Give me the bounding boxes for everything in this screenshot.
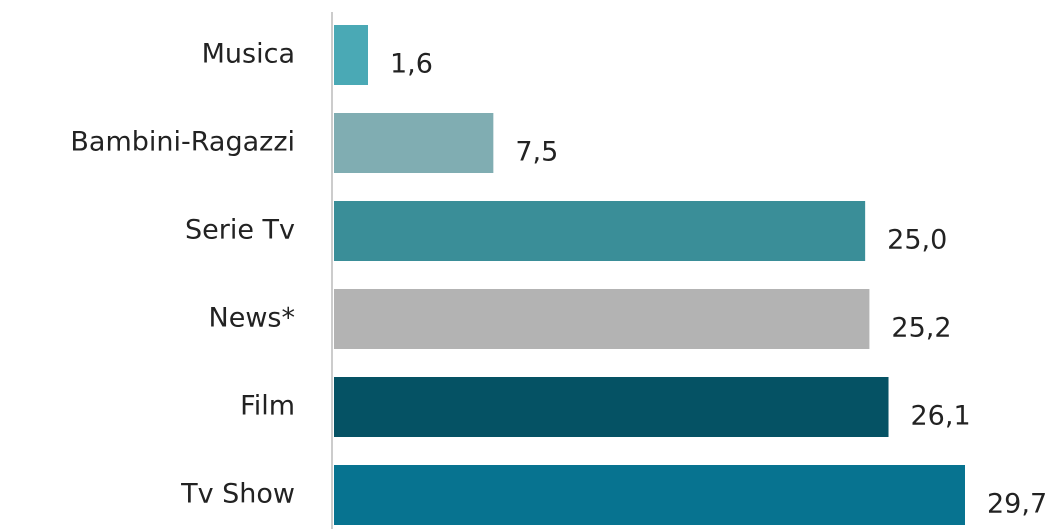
bar <box>334 201 866 261</box>
bar <box>334 25 368 85</box>
value-label: 1,6 <box>390 49 433 80</box>
category-label: Serie Tv <box>185 215 295 246</box>
category-label: Tv Show <box>180 479 295 510</box>
category-label: Film <box>240 391 295 422</box>
value-label: 29,7 <box>987 489 1047 520</box>
value-label: 26,1 <box>911 401 971 432</box>
bar <box>334 377 889 437</box>
bar <box>334 465 965 525</box>
value-label: 25,0 <box>887 225 947 256</box>
bar <box>334 113 494 173</box>
category-label: News* <box>209 303 295 334</box>
category-label: Musica <box>202 39 295 70</box>
value-label: 25,2 <box>891 313 951 344</box>
bar <box>334 289 870 349</box>
category-label: Bambini-Ragazzi <box>70 127 295 158</box>
value-label: 7,5 <box>515 137 558 168</box>
